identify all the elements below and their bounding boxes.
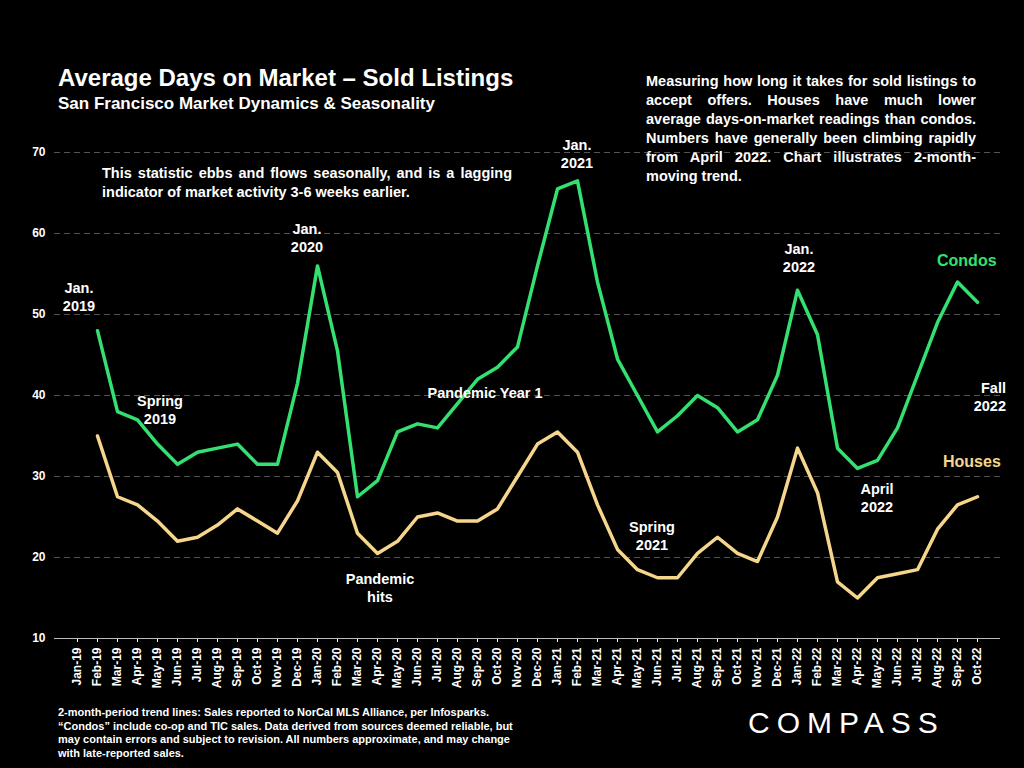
svg-text:Jun-21: Jun-21: [650, 647, 664, 686]
svg-text:Mar-20: Mar-20: [350, 647, 364, 686]
svg-text:Jul-21: Jul-21: [670, 647, 684, 682]
html-text:April 2022: April 2022: [860, 481, 894, 515]
svg-text:May-22: May-22: [870, 647, 884, 688]
html-text:Measuring how long it takes fo: Measuring how long it takes for sold lis…: [646, 73, 976, 184]
svg-text:40: 40: [32, 388, 46, 402]
svg-text:30: 30: [32, 469, 46, 483]
svg-text:Mar-22: Mar-22: [830, 647, 844, 686]
svg-text:Sep-21: Sep-21: [710, 647, 724, 687]
svg-text:Jun-22: Jun-22: [890, 647, 904, 686]
svg-text:60: 60: [32, 226, 46, 240]
svg-text:Feb-19: Feb-19: [90, 647, 104, 686]
svg-text:Mar-21: Mar-21: [590, 647, 604, 686]
svg-text:Oct-21: Oct-21: [730, 647, 744, 685]
svg-text:Jun-19: Jun-19: [170, 647, 184, 686]
svg-text:Jul-20: Jul-20: [430, 647, 444, 682]
svg-text:Sep-20: Sep-20: [470, 647, 484, 687]
html-text:Pandemic hits: Pandemic hits: [345, 571, 415, 605]
html-text:Condos: Condos: [937, 252, 997, 269]
html-text:Fall 2022: Fall 2022: [973, 380, 1006, 414]
svg-text:Aug-22: Aug-22: [930, 647, 944, 688]
svg-text:Dec-21: Dec-21: [770, 647, 784, 687]
svg-text:Nov-20: Nov-20: [510, 647, 524, 687]
svg-text:Nov-21: Nov-21: [750, 647, 764, 687]
svg-text:Aug-20: Aug-20: [450, 647, 464, 688]
svg-text:Sep-19: Sep-19: [230, 647, 244, 687]
svg-text:May-20: May-20: [390, 647, 404, 688]
html-text:COMPASS: COMPASS: [748, 706, 945, 739]
svg-text:Jun-20: Jun-20: [410, 647, 424, 686]
svg-text:Jul-19: Jul-19: [190, 647, 204, 682]
html-text:2-month-period trend lines: Sa: 2-month-period trend lines: Sales report…: [58, 706, 513, 759]
html-text:Pandemic Year 1: Pandemic Year 1: [427, 385, 543, 401]
svg-text:Oct-22: Oct-22: [970, 647, 984, 685]
svg-text:Feb-21: Feb-21: [570, 647, 584, 686]
svg-text:Jan-19: Jan-19: [70, 647, 84, 685]
svg-text:Jan-22: Jan-22: [790, 647, 804, 685]
svg-text:Feb-22: Feb-22: [810, 647, 824, 686]
svg-text:Dec-19: Dec-19: [290, 647, 304, 687]
svg-text:Oct-19: Oct-19: [250, 647, 264, 685]
html-text:Spring 2019: Spring 2019: [137, 393, 183, 427]
svg-text:Jan-21: Jan-21: [550, 647, 564, 685]
svg-text:50: 50: [32, 307, 46, 321]
svg-text:Apr-20: Apr-20: [370, 647, 384, 685]
html-text:Jan. 2019: Jan. 2019: [62, 280, 96, 314]
svg-text:Aug-19: Aug-19: [210, 647, 224, 688]
html-text:Jan. 2021: Jan. 2021: [560, 137, 594, 171]
html-text:San Francisco Market Dynamics: San Francisco Market Dynamics & Seasonal…: [58, 94, 435, 113]
svg-text:Apr-22: Apr-22: [850, 647, 864, 685]
html-text:Houses: Houses: [943, 453, 1001, 470]
html-text:This statistic ebbs and flows: This statistic ebbs and flows seasonally…: [102, 165, 512, 200]
html-text:Jan. 2020: Jan. 2020: [290, 221, 324, 255]
svg-text:Sep-22: Sep-22: [950, 647, 964, 687]
html-text:Jan. 2022: Jan. 2022: [782, 241, 816, 275]
svg-text:May-19: May-19: [150, 647, 164, 688]
svg-text:Jan-20: Jan-20: [310, 647, 324, 685]
svg-text:Apr-21: Apr-21: [610, 647, 624, 685]
svg-text:Apr-19: Apr-19: [130, 647, 144, 685]
svg-text:Aug-21: Aug-21: [690, 647, 704, 688]
svg-text:Mar-19: Mar-19: [110, 647, 124, 686]
svg-text:Nov-19: Nov-19: [270, 647, 284, 687]
html-text:Average Days on Market – Sold: Average Days on Market – Sold Listings: [58, 64, 514, 91]
svg-text:Oct-20: Oct-20: [490, 647, 504, 685]
svg-text:Jul-22: Jul-22: [910, 647, 924, 682]
svg-text:Feb-20: Feb-20: [330, 647, 344, 686]
svg-text:10: 10: [32, 631, 46, 645]
svg-text:May-21: May-21: [630, 647, 644, 688]
html-text:Spring 2021: Spring 2021: [629, 519, 675, 553]
svg-text:20: 20: [32, 550, 46, 564]
svg-text:Dec-20: Dec-20: [530, 647, 544, 687]
svg-text:70: 70: [32, 145, 46, 159]
